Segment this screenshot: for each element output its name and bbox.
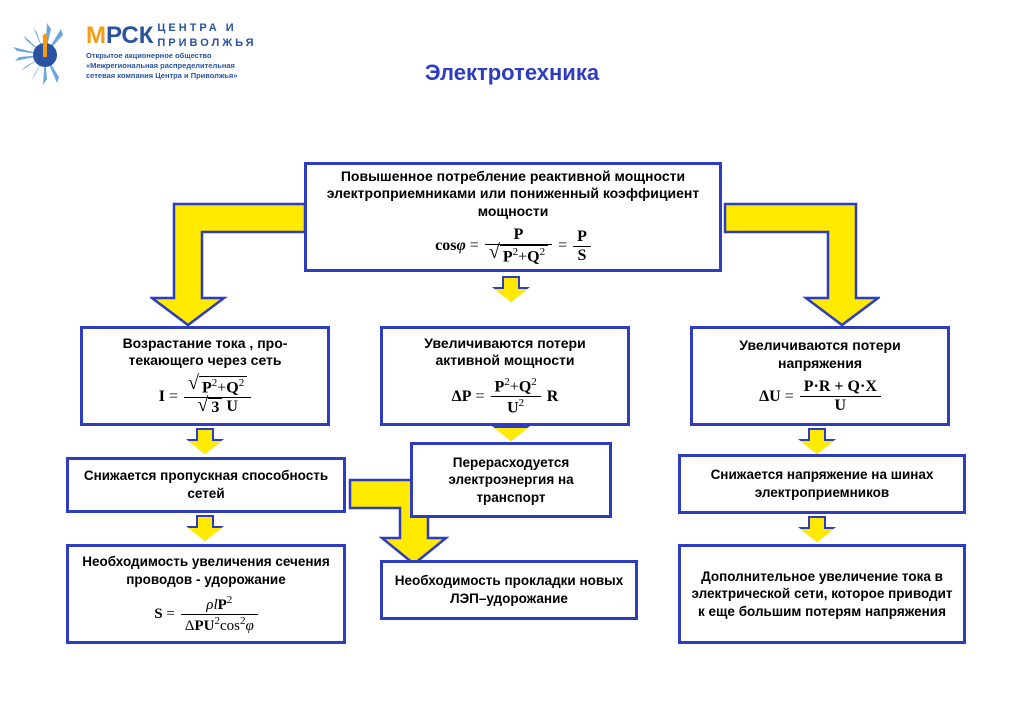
- box-r3-right: Дополнительное увеличение тока в электри…: [678, 544, 966, 644]
- page-title: Электротехника: [0, 60, 1024, 86]
- logo-sub2: ПРИВОЛЖЬЯ: [157, 36, 256, 50]
- arrow-r1r-r2r: [800, 428, 834, 454]
- box-top-title: Повышенное потребление реактивной мощнос…: [317, 168, 709, 221]
- box-r1-left-title: Возрастание тока , про-текающего через с…: [93, 335, 317, 370]
- arrow-top-left: [150, 190, 330, 330]
- box-r3-left-formula: S = ρlP2ΔPU2cos2φ: [154, 594, 258, 635]
- box-r3-left-title: Необходимость увеличения сечения проводо…: [79, 553, 333, 588]
- box-r3-left: Необходимость увеличения сечения проводо…: [66, 544, 346, 644]
- box-r1-left-formula: I = √P2+Q2 √3 U: [159, 376, 252, 417]
- logo-brand: МРСК: [86, 20, 153, 51]
- arrow-r1l-r2l: [188, 428, 222, 454]
- box-r1-mid-formula: ΔP = P2+Q2U2 R: [452, 376, 559, 418]
- box-r1-left: Возрастание тока , про-текающего через с…: [80, 326, 330, 426]
- box-r1-mid: Увеличиваются потери активной мощности Δ…: [380, 326, 630, 426]
- arrow-top-right: [700, 190, 880, 330]
- box-top: Повышенное потребление реактивной мощнос…: [304, 162, 722, 272]
- box-r2-left-title: Снижается пропускная способность сетей: [79, 467, 333, 502]
- box-r2-right: Снижается напряжение на шинах электропри…: [678, 454, 966, 514]
- box-r2-left: Снижается пропускная способность сетей: [66, 457, 346, 513]
- box-r1-right-title: Увеличиваются потери напряжения: [703, 337, 937, 372]
- box-r1-mid-title: Увеличиваются потери активной мощности: [393, 335, 617, 370]
- arrow-r2r-r3r: [800, 516, 834, 542]
- arrow-top-mid: [494, 276, 528, 302]
- box-r1-right-formula: ΔU = P·R + Q·XU: [759, 378, 881, 415]
- box-r2-mid-title: Перерасходуется электроэнергия на трансп…: [423, 454, 599, 507]
- box-r2-right-title: Снижается напряжение на шинах электропри…: [691, 466, 953, 501]
- box-top-formula: cosφ = P√P2+Q2 = PS: [435, 226, 591, 266]
- box-r3-mid-title: Необходимость прокладки новых ЛЭП–удорож…: [393, 572, 625, 607]
- box-r3-right-title: Дополнительное увеличение тока в электри…: [691, 568, 953, 621]
- logo-sub1: ЦЕНТРА И: [157, 21, 256, 35]
- box-r1-right: Увеличиваются потери напряжения ΔU = P·R…: [690, 326, 950, 426]
- box-r2-mid: Перерасходуется электроэнергия на трансп…: [410, 442, 612, 518]
- arrow-r2l-r3l: [188, 515, 222, 541]
- box-r3-mid: Необходимость прокладки новых ЛЭП–удорож…: [380, 560, 638, 620]
